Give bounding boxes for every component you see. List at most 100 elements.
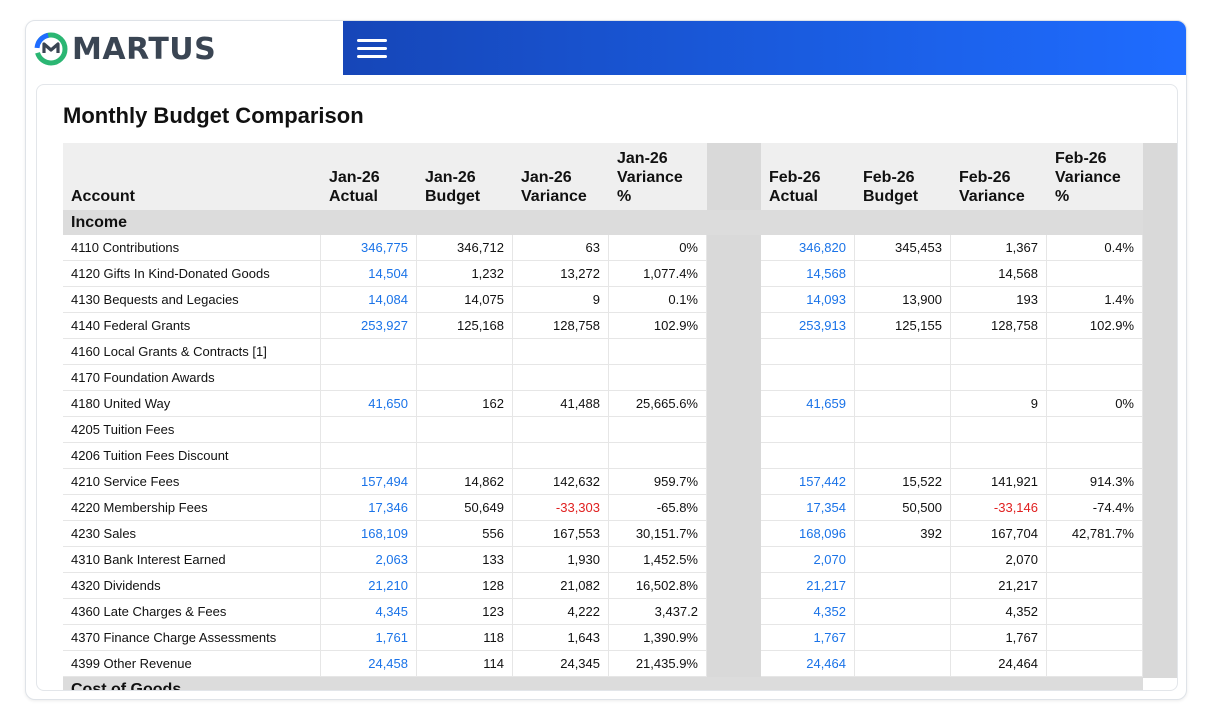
cell-jan-actual[interactable]: 21,210 (321, 573, 417, 599)
table-row[interactable]: 4360 Late Charges & Fees 4,345 123 4,222 3,4… (63, 599, 1143, 625)
cell-jan-actual (321, 443, 417, 469)
cell-feb-actual[interactable]: 14,093 (761, 287, 855, 313)
cell-jan-variance: 142,632 (513, 469, 609, 495)
cell-jan-actual[interactable]: 14,084 (321, 287, 417, 313)
cell-feb-budget: 125,155 (855, 313, 951, 339)
cell-feb-variance: 21,217 (951, 573, 1047, 599)
cell-feb-variance-pct: 102.9% (1047, 313, 1143, 339)
cell-jan-budget: 123 (417, 599, 513, 625)
cell-feb-actual[interactable]: 346,820 (761, 235, 855, 261)
cell-jan-actual[interactable]: 2,063 (321, 547, 417, 573)
cell-feb-actual[interactable]: 24,464 (761, 651, 855, 677)
header-jan-variance-pct[interactable]: Jan-26 Variance % (609, 143, 707, 210)
cell-jan-actual[interactable]: 253,927 (321, 313, 417, 339)
cell-feb-variance: -33,146 (951, 495, 1047, 521)
header-feb-variance-pct[interactable]: Feb-26 Variance % (1047, 143, 1143, 210)
section-fill (761, 210, 1143, 235)
cell-feb-budget: 15,522 (855, 469, 951, 495)
cell-feb-actual[interactable]: 1,767 (761, 625, 855, 651)
cell-feb-variance (951, 443, 1047, 469)
gap-cell (707, 573, 761, 599)
cell-jan-variance: 21,082 (513, 573, 609, 599)
cell-account: 4130 Bequests and Legacies (63, 287, 321, 313)
cell-jan-variance: 1,643 (513, 625, 609, 651)
cell-feb-actual[interactable]: 21,217 (761, 573, 855, 599)
cell-feb-budget (855, 391, 951, 417)
table-row[interactable]: 4370 Finance Charge Assessments 1,761 118 1… (63, 625, 1143, 651)
cell-feb-budget (855, 365, 951, 391)
cell-feb-actual[interactable]: 4,352 (761, 599, 855, 625)
table-row[interactable]: 4180 United Way 41,650 162 41,488 25,665.6% 4… (63, 391, 1143, 417)
cell-feb-actual[interactable]: 14,568 (761, 261, 855, 287)
cell-jan-actual[interactable]: 157,494 (321, 469, 417, 495)
cell-feb-variance-pct (1047, 625, 1143, 651)
table-row[interactable]: 4160 Local Grants & Contracts [1] (63, 339, 1143, 365)
cell-feb-variance: 128,758 (951, 313, 1047, 339)
martus-logo-icon (34, 32, 68, 66)
app-window: MARTUS Monthly Budget Comparison Account (25, 20, 1187, 700)
cell-jan-budget: 162 (417, 391, 513, 417)
cell-feb-actual[interactable]: 17,354 (761, 495, 855, 521)
hamburger-menu-icon[interactable] (357, 39, 387, 59)
cell-account: 4206 Tuition Fees Discount (63, 443, 321, 469)
cell-feb-variance: 9 (951, 391, 1047, 417)
cell-jan-variance-pct: -65.8% (609, 495, 707, 521)
cell-feb-actual[interactable]: 41,659 (761, 391, 855, 417)
cell-jan-variance-pct: 21,435.9% (609, 651, 707, 677)
header-feb-budget[interactable]: Feb-26 Budget (855, 143, 951, 210)
cell-feb-actual[interactable]: 168,096 (761, 521, 855, 547)
gap-cell (707, 469, 761, 495)
header-feb-variance[interactable]: Feb-26 Variance (951, 143, 1047, 210)
cell-jan-actual[interactable]: 346,775 (321, 235, 417, 261)
cell-jan-variance (513, 443, 609, 469)
gap-cell (707, 521, 761, 547)
table-row[interactable]: 4140 Federal Grants 253,927 125,168 128,758… (63, 313, 1143, 339)
cell-feb-actual (761, 443, 855, 469)
report-card: Monthly Budget Comparison Account Jan-26… (36, 84, 1178, 691)
right-gutter (1143, 143, 1177, 678)
gap-cell (707, 625, 761, 651)
table-row[interactable]: 4110 Contributions 346,775 346,712 63 0% 346,… (63, 235, 1143, 261)
table-row[interactable]: 4230 Sales 168,109 556 167,553 30,151.7% 168,… (63, 521, 1143, 547)
cell-jan-variance-pct (609, 365, 707, 391)
table-row[interactable]: 4206 Tuition Fees Discount (63, 443, 1143, 469)
cell-jan-variance-pct: 1,452.5% (609, 547, 707, 573)
cell-jan-actual[interactable]: 14,504 (321, 261, 417, 287)
table-row[interactable]: 4220 Membership Fees 17,346 50,649 -33,303-… (63, 495, 1143, 521)
cell-jan-actual[interactable]: 24,458 (321, 651, 417, 677)
cell-feb-actual[interactable]: 2,070 (761, 547, 855, 573)
cell-feb-actual (761, 339, 855, 365)
header-jan-actual[interactable]: Jan-26 Actual (321, 143, 417, 210)
cell-jan-variance: 24,345 (513, 651, 609, 677)
header-account[interactable]: Account (63, 143, 321, 210)
gap-cell (707, 261, 761, 287)
cell-feb-actual[interactable]: 157,442 (761, 469, 855, 495)
table-row[interactable]: 4170 Foundation Awards (63, 365, 1143, 391)
cell-feb-budget (855, 651, 951, 677)
table-row[interactable]: 4310 Bank Interest Earned 2,063 133 1,930 1,… (63, 547, 1143, 573)
table-row[interactable]: 4130 Bequests and Legacies 14,084 14,075 9 0… (63, 287, 1143, 313)
cell-jan-variance-pct (609, 417, 707, 443)
cell-feb-variance-pct (1047, 261, 1143, 287)
gap-cell (707, 287, 761, 313)
cell-jan-actual[interactable]: 4,345 (321, 599, 417, 625)
header-jan-budget[interactable]: Jan-26 Budget (417, 143, 513, 210)
martus-logo[interactable]: MARTUS (34, 31, 216, 67)
cell-jan-actual[interactable]: 17,346 (321, 495, 417, 521)
header-feb-actual[interactable]: Feb-26 Actual (761, 143, 855, 210)
cell-jan-actual[interactable]: 1,761 (321, 625, 417, 651)
cell-feb-budget (855, 339, 951, 365)
table-row[interactable]: 4399 Other Revenue 24,458 114 24,345 21,435.… (63, 651, 1143, 677)
cell-jan-budget: 556 (417, 521, 513, 547)
cell-jan-actual[interactable]: 168,109 (321, 521, 417, 547)
header-jan-variance[interactable]: Jan-26 Variance (513, 143, 609, 210)
table-row[interactable]: 4120 Gifts In Kind-Donated Goods 14,504 1,… (63, 261, 1143, 287)
cell-jan-budget: 118 (417, 625, 513, 651)
gap-cell (707, 339, 761, 365)
table-row[interactable]: 4320 Dividends 21,210 128 21,082 16,502.8% 21… (63, 573, 1143, 599)
table-row[interactable]: 4210 Service Fees 157,494 14,862 142,632 959… (63, 469, 1143, 495)
table-row[interactable]: 4205 Tuition Fees (63, 417, 1143, 443)
cell-jan-actual[interactable]: 41,650 (321, 391, 417, 417)
cell-feb-actual[interactable]: 253,913 (761, 313, 855, 339)
cell-feb-variance-pct (1047, 547, 1143, 573)
